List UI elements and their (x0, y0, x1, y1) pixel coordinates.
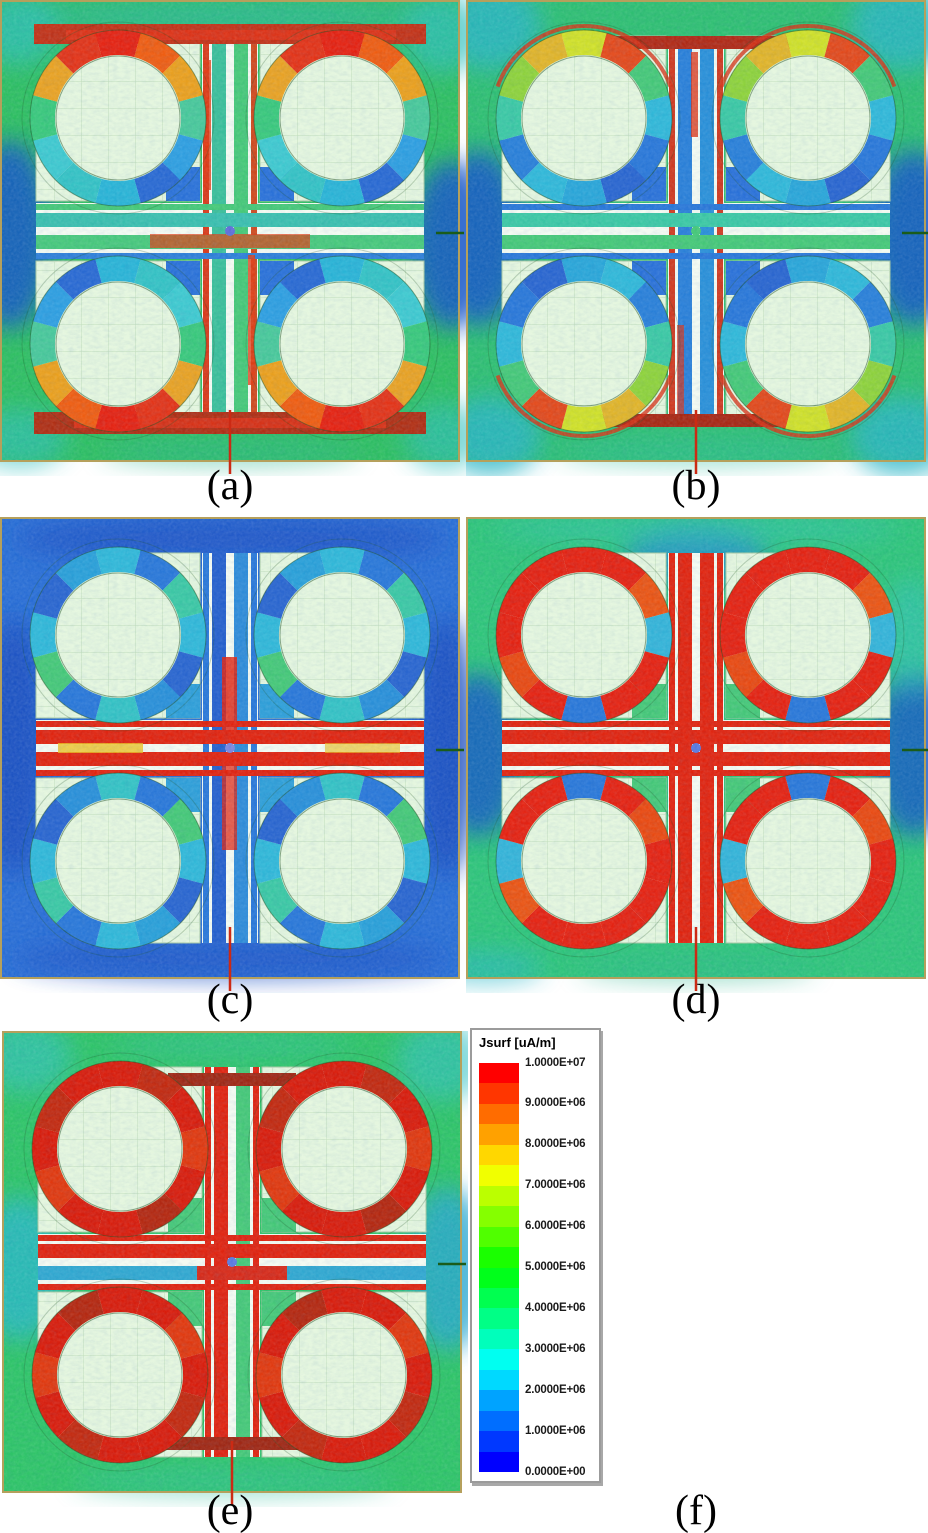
panel-d-current-plot (466, 517, 928, 993)
legend-color-band (479, 1267, 519, 1288)
legend-color-band (479, 1144, 519, 1166)
legend-color-band (479, 1226, 519, 1248)
panel-e-label: (e) (206, 1488, 254, 1533)
panel-e-current-plot (2, 1031, 468, 1507)
panel-f-label: (f) (675, 1488, 717, 1533)
legend-color-band (479, 1349, 519, 1370)
legend-color-band (479, 1410, 519, 1432)
legend-color-band (479, 1287, 519, 1309)
colorbar-legend: Jsurf [uA/m] 1.0000E+07 9.0000E+06 8.0000E… (470, 1028, 601, 1483)
panel-b-label: (b) (671, 463, 721, 509)
legend-tick-label: 3.0000E+06 (525, 1342, 586, 1355)
colorbar-tick-labels: 1.0000E+07 9.0000E+06 8.0000E+06 7.0000E+06… (525, 1057, 599, 1478)
panel-a-canvas (0, 0, 466, 474)
legend-color-band (479, 1103, 519, 1125)
legend-color-band (479, 1185, 519, 1207)
panel-d-label: (d) (671, 977, 721, 1023)
legend-tick-label: 1.0000E+07 (525, 1056, 586, 1069)
legend-color-band (479, 1308, 519, 1329)
legend-tick-label: 7.0000E+06 (525, 1179, 586, 1192)
panel-d-canvas (466, 517, 928, 991)
legend-color-band (479, 1063, 519, 1084)
panel-b-canvas (466, 0, 928, 476)
legend-color-band (479, 1369, 519, 1391)
panel-c-label: (c) (206, 977, 254, 1023)
panel-c-current-plot (0, 517, 466, 993)
panel-a-current-plot (0, 0, 466, 476)
legend-tick-label: 0.0000E+00 (525, 1465, 586, 1478)
legend-tick-label: 8.0000E+06 (525, 1138, 586, 1151)
legend-color-band (479, 1247, 519, 1268)
panel-b-current-plot (466, 0, 928, 476)
colorbar-title: Jsurf [uA/m] (479, 1035, 556, 1050)
legend-color-band (479, 1083, 519, 1104)
legend-color-band (479, 1328, 519, 1350)
legend-tick-label: 1.0000E+06 (525, 1424, 586, 1437)
panel-c-canvas (0, 517, 466, 991)
legend-tick-label: 4.0000E+06 (525, 1301, 586, 1314)
legend-tick-label: 6.0000E+06 (525, 1220, 586, 1233)
panel-e-canvas (2, 1031, 468, 1505)
legend-color-band (479, 1451, 519, 1473)
panel-a-label: (a) (206, 463, 254, 509)
legend-color-band (479, 1206, 519, 1227)
colorbar-strip (479, 1063, 519, 1473)
legend-color-band (479, 1124, 519, 1145)
legend-color-band (479, 1431, 519, 1452)
legend-color-band (479, 1390, 519, 1411)
legend-tick-label: 9.0000E+06 (525, 1097, 586, 1110)
legend-tick-label: 5.0000E+06 (525, 1261, 586, 1273)
legend-tick-label: 2.0000E+06 (525, 1383, 586, 1396)
legend-color-band (479, 1165, 519, 1186)
